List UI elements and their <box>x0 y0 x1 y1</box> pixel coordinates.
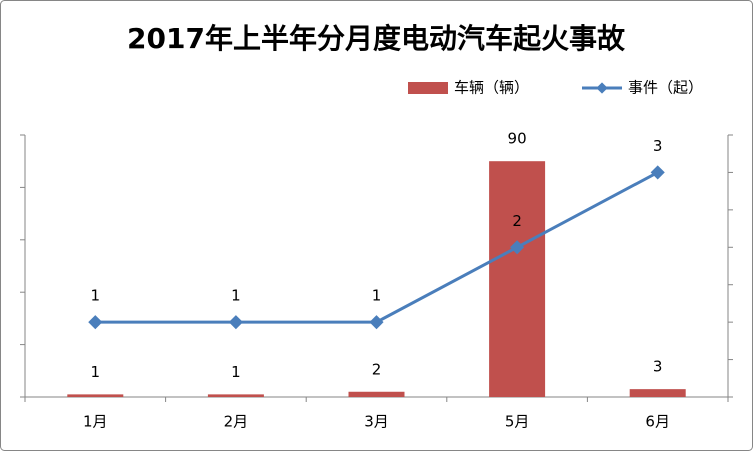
line-marker <box>228 315 243 330</box>
bar <box>207 394 264 397</box>
bar-value-label: 1 <box>231 363 241 381</box>
bar <box>489 161 546 397</box>
x-tick-label: 5月 <box>505 413 530 431</box>
line-marker <box>650 165 665 180</box>
bar-value-label: 1 <box>91 363 101 381</box>
line-value-label: 1 <box>91 287 101 305</box>
x-tick-label: 1月 <box>83 413 108 431</box>
bar-value-label: 90 <box>508 130 527 148</box>
line-marker <box>369 315 384 330</box>
line-value-label: 1 <box>372 287 382 305</box>
bar <box>348 391 405 397</box>
line-marker <box>510 240 525 255</box>
bar <box>629 389 686 397</box>
bar <box>67 394 124 397</box>
line-marker <box>88 315 103 330</box>
line-value-label: 3 <box>653 137 663 155</box>
legend-label: 事件（起） <box>628 79 703 97</box>
line-value-label: 1 <box>231 287 241 305</box>
bar-value-label: 3 <box>653 358 663 376</box>
line-value-label: 2 <box>512 212 522 230</box>
x-tick-label: 2月 <box>224 413 249 431</box>
legend-label: 车辆（辆） <box>454 79 529 97</box>
chart-title: 2017年上半年分月度电动汽车起火事故 <box>127 22 625 55</box>
x-tick-label: 3月 <box>364 413 389 431</box>
x-tick-label: 6月 <box>645 413 670 431</box>
legend-swatch <box>408 82 448 94</box>
bar-value-label: 2 <box>372 360 382 378</box>
